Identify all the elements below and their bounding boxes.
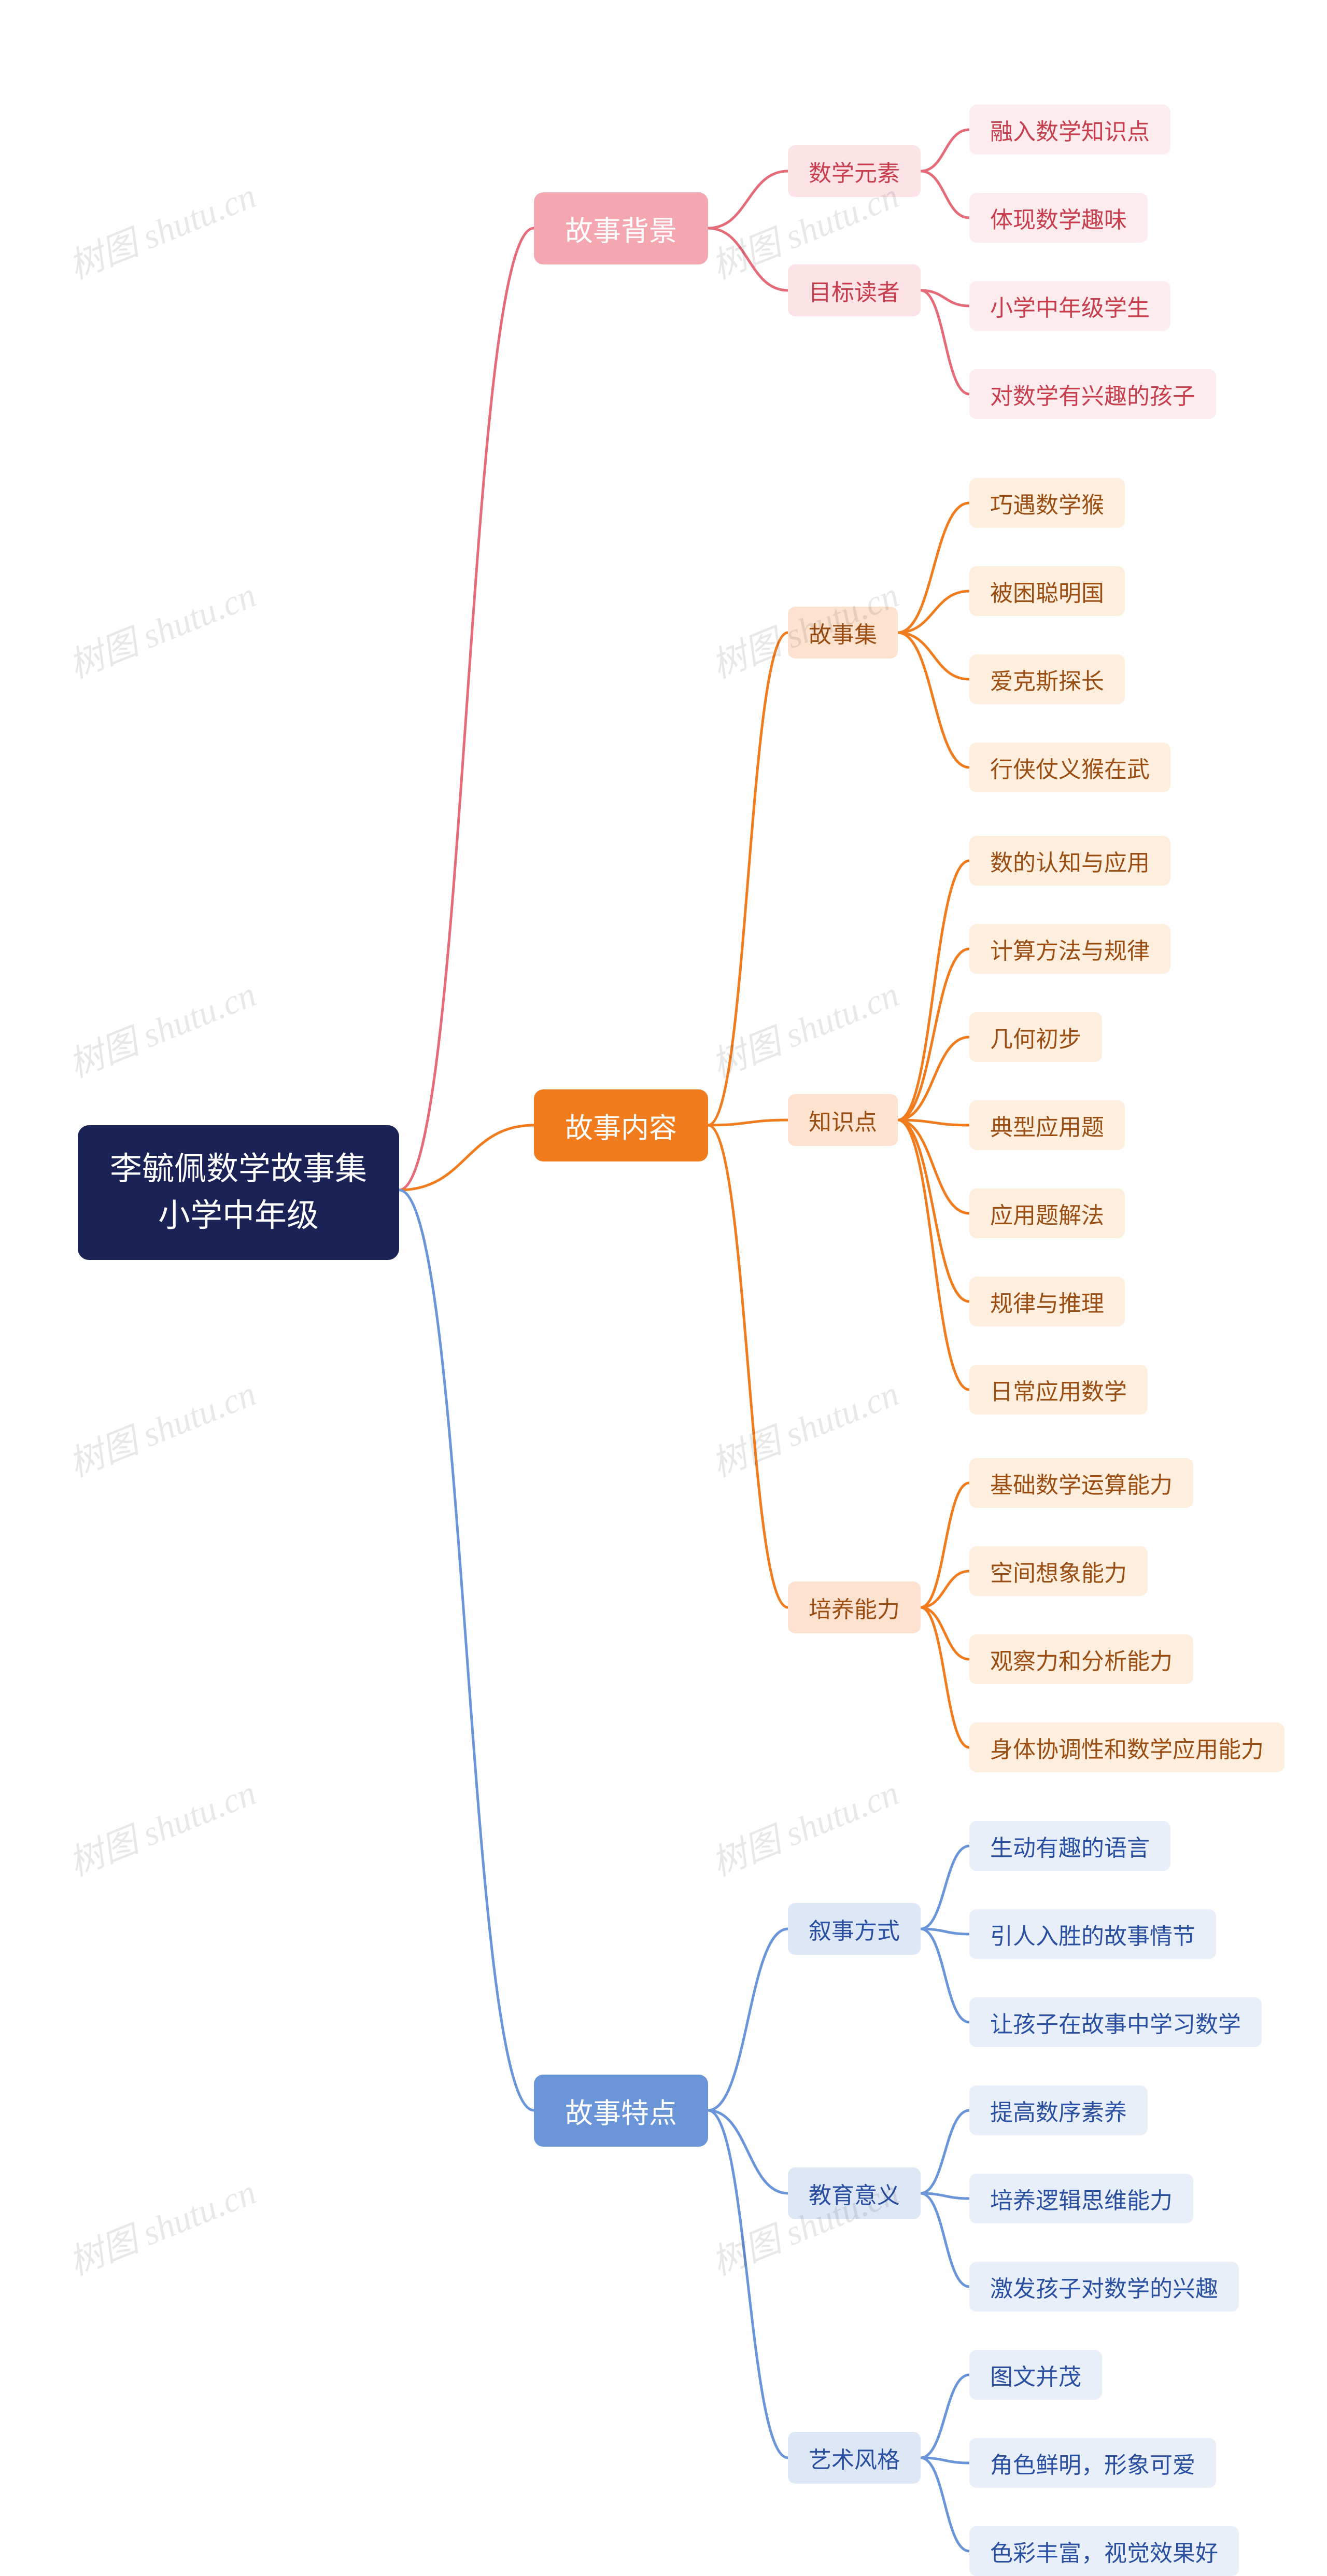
leaf-b2-2-3: 身体协调性和数学应用能力	[969, 1723, 1284, 1772]
leaf-b1-0-0: 融入数学知识点	[969, 105, 1170, 155]
sub-s4: 知识点	[788, 1094, 898, 1146]
watermark: 树图 shutu.cn	[60, 566, 262, 688]
leaf-b2-1-3: 典型应用题	[969, 1100, 1125, 1150]
sub-s6: 叙事方式	[788, 1903, 921, 1955]
leaf-b3-2-2: 色彩丰富，视觉效果好	[969, 2526, 1239, 2576]
leaf-b1-0-1: 体现数学趣味	[969, 193, 1148, 243]
leaf-b2-0-2: 爱克斯探长	[969, 654, 1125, 704]
watermark: 树图 shutu.cn	[702, 1365, 905, 1487]
watermark: 树图 shutu.cn	[60, 2163, 262, 2285]
watermark: 树图 shutu.cn	[702, 965, 905, 1087]
sub-s3: 故事集	[788, 607, 898, 659]
branch-b1: 故事背景	[534, 192, 708, 264]
leaf-b2-1-2: 几何初步	[969, 1012, 1102, 1062]
leaf-b2-1-6: 日常应用数学	[969, 1365, 1148, 1415]
leaf-b1-1-1: 对数学有兴趣的孩子	[969, 369, 1216, 419]
leaf-b2-1-1: 计算方法与规律	[969, 924, 1170, 974]
sub-s5: 培养能力	[788, 1581, 921, 1633]
watermark: 树图 shutu.cn	[60, 1764, 262, 1886]
leaf-b3-1-1: 培养逻辑思维能力	[969, 2174, 1193, 2223]
leaf-b3-0-0: 生动有趣的语言	[969, 1821, 1170, 1871]
root-node: 李毓佩数学故事集 小学中年级	[78, 1125, 399, 1260]
watermark: 树图 shutu.cn	[60, 1365, 262, 1487]
sub-s2: 目标读者	[788, 264, 921, 316]
leaf-b3-1-0: 提高数序素养	[969, 2085, 1148, 2135]
leaf-b1-1-0: 小学中年级学生	[969, 281, 1170, 331]
leaf-b3-0-2: 让孩子在故事中学习数学	[969, 1997, 1262, 2047]
leaf-b3-2-1: 角色鲜明，形象可爱	[969, 2438, 1216, 2488]
branch-b2: 故事内容	[534, 1089, 708, 1161]
leaf-b3-1-2: 激发孩子对数学的兴趣	[969, 2262, 1239, 2312]
leaf-b3-0-1: 引人入胜的故事情节	[969, 1909, 1216, 1959]
leaf-b3-2-0: 图文并茂	[969, 2350, 1102, 2400]
leaf-b2-0-3: 行侠仗义猴在武	[969, 743, 1170, 792]
sub-s1: 数学元素	[788, 145, 921, 197]
sub-s8: 艺术风格	[788, 2432, 921, 2484]
leaf-b2-2-0: 基础数学运算能力	[969, 1458, 1193, 1508]
watermark: 树图 shutu.cn	[60, 167, 262, 289]
watermark: 树图 shutu.cn	[60, 965, 262, 1087]
leaf-b2-1-5: 规律与推理	[969, 1277, 1125, 1326]
leaf-b2-0-0: 巧遇数学猴	[969, 478, 1125, 528]
leaf-b2-2-2: 观察力和分析能力	[969, 1634, 1193, 1684]
leaf-b2-1-4: 应用题解法	[969, 1188, 1125, 1238]
watermark: 树图 shutu.cn	[702, 1764, 905, 1886]
leaf-b2-2-1: 空间想象能力	[969, 1546, 1148, 1596]
branch-b3: 故事特点	[534, 2075, 708, 2147]
sub-s7: 教育意义	[788, 2167, 921, 2219]
leaf-b2-0-1: 被困聪明国	[969, 566, 1125, 616]
leaf-b2-1-0: 数的认知与应用	[969, 836, 1170, 886]
